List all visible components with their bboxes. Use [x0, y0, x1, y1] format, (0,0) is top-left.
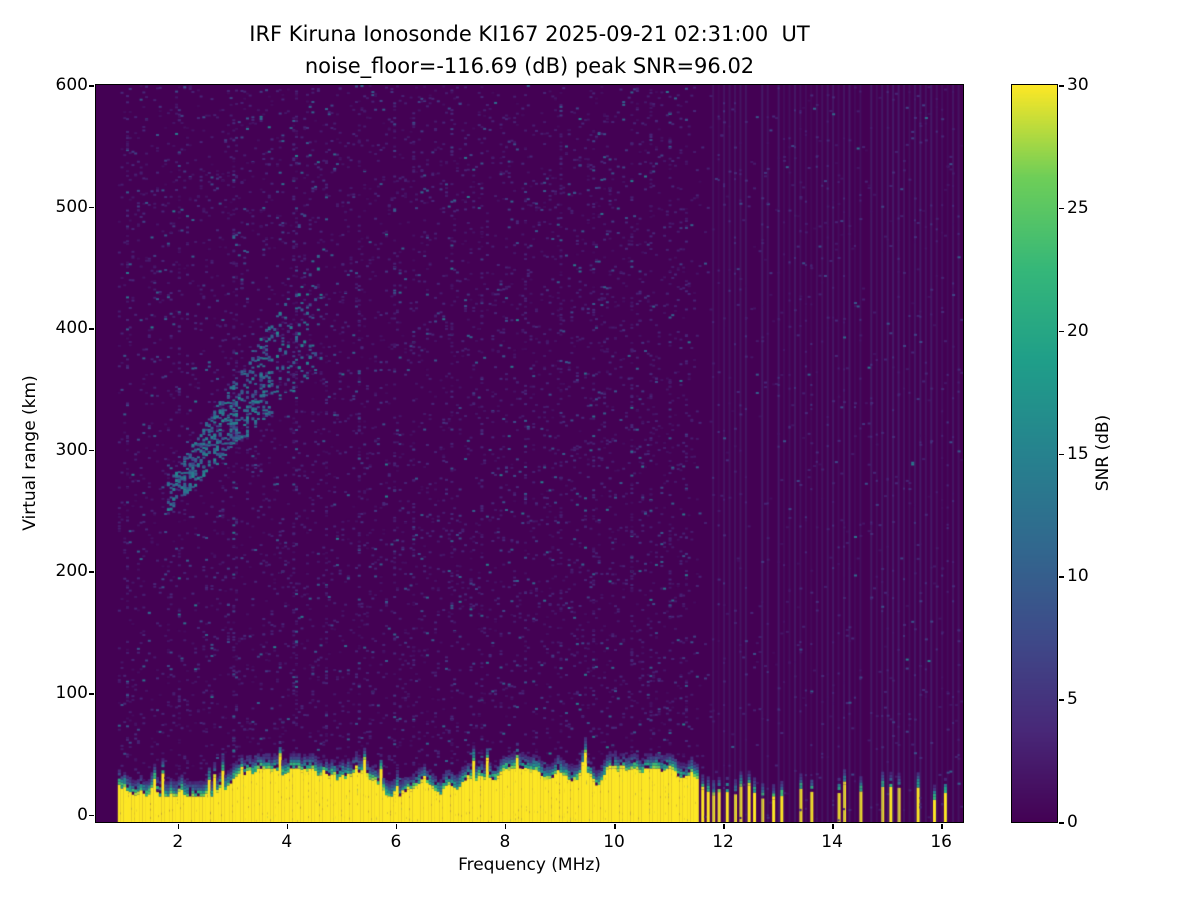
colorbar-tick-label: 20 [1067, 320, 1089, 341]
x-tick-label: 4 [281, 832, 293, 852]
colorbar-tick-label: 15 [1067, 443, 1089, 464]
x-tick-label: 2 [172, 832, 184, 852]
x-tick-mark [614, 824, 616, 829]
y-tick-mark [89, 571, 94, 573]
colorbar-tick-mark [1059, 453, 1064, 455]
x-tick-mark [941, 824, 943, 829]
x-tick-mark [395, 824, 398, 829]
x-tick-mark [504, 824, 507, 829]
y-tick-mark [89, 693, 94, 695]
chart-subtitle: noise_floor=-116.69 (dB) peak SNR=96.02 [304, 54, 755, 78]
y-tick-mark [89, 814, 94, 817]
x-tick-label: 6 [390, 832, 402, 852]
y-tick-mark [89, 328, 94, 330]
y-tick-label: 200 [55, 561, 88, 582]
colorbar-tick-label: 10 [1067, 566, 1089, 587]
x-tick-label: 8 [499, 832, 511, 852]
chart-title: IRF Kiruna Ionosonde KI167 2025-09-21 02… [249, 22, 810, 46]
colorbar-tick-mark [1059, 330, 1064, 333]
heatmap-canvas [96, 85, 963, 822]
colorbar-tick-label: 5 [1067, 689, 1078, 710]
colorbar-tick-mark [1059, 207, 1064, 210]
y-tick-mark [89, 206, 94, 209]
x-tick-label: 14 [821, 832, 843, 852]
x-tick-label: 12 [712, 832, 734, 852]
colorbar-tick-mark [1059, 85, 1064, 87]
y-tick-mark [89, 449, 94, 452]
colorbar-tick-mark [1059, 822, 1064, 824]
y-tick-label: 300 [55, 439, 88, 460]
y-tick-label: 600 [55, 75, 88, 95]
y-tick-label: 0 [77, 804, 88, 825]
x-tick-mark [832, 824, 834, 829]
x-tick-mark [177, 824, 180, 829]
x-tick-label: 10 [603, 832, 625, 852]
colorbar-tick-label: 0 [1067, 812, 1078, 832]
colorbar-tick-mark [1059, 576, 1064, 578]
colorbar-tick-label: 25 [1067, 197, 1089, 218]
x-axis-label: Frequency (MHz) [458, 855, 601, 875]
colorbar-tick-mark [1059, 699, 1064, 701]
y-tick-label: 400 [55, 318, 88, 339]
x-tick-mark [286, 824, 289, 829]
x-tick-mark [723, 824, 725, 829]
plot-area [95, 84, 964, 823]
colorbar-canvas [1012, 85, 1057, 822]
x-tick-label: 16 [930, 832, 952, 852]
y-tick-mark [89, 85, 94, 87]
colorbar-tick-label: 30 [1067, 75, 1089, 95]
y-tick-label: 500 [55, 196, 88, 217]
colorbar [1011, 84, 1058, 823]
y-tick-label: 100 [55, 683, 88, 704]
